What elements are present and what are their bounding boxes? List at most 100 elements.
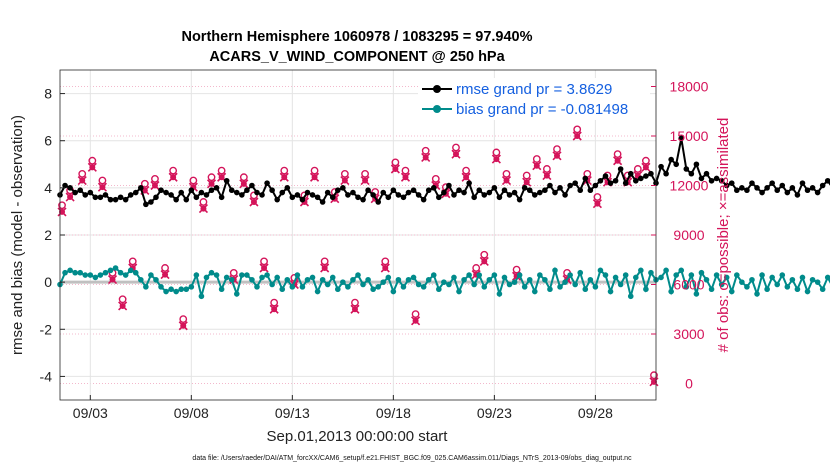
- obs-assimilated-cross: [65, 192, 75, 202]
- rmse-point: [526, 187, 533, 194]
- rmse-point: [380, 189, 387, 196]
- grid-right: [60, 86, 656, 384]
- rmse-point: [496, 194, 503, 201]
- bias-point: [193, 272, 200, 278]
- bias-point: [223, 274, 230, 281]
- obs-possible-point: [320, 257, 329, 266]
- obs-assimilated-cross: [269, 304, 279, 314]
- x-tick-label: 09/03: [73, 405, 108, 421]
- rmse-point: [345, 192, 351, 198]
- obs-possible-point: [217, 166, 226, 175]
- bias-point: [284, 276, 291, 283]
- rmse-point: [476, 187, 483, 194]
- bias-point: [658, 274, 664, 281]
- bias-point: [350, 276, 356, 283]
- rmse-point: [436, 194, 442, 201]
- bias-point: [218, 286, 225, 293]
- rmse-point: [294, 192, 301, 198]
- bias-point: [370, 286, 376, 293]
- bias-point: [340, 279, 346, 285]
- bias-point: [622, 272, 629, 278]
- bias-point: [62, 269, 68, 276]
- bias-point: [531, 288, 538, 295]
- bias-point: [789, 276, 796, 283]
- rmse-point: [193, 194, 200, 201]
- rmse-point: [471, 194, 477, 201]
- bias-point: [228, 276, 235, 283]
- bias-point: [274, 274, 280, 281]
- obs-possible-point: [613, 150, 622, 159]
- rmse-point: [395, 192, 402, 198]
- obs-possible-point: [593, 193, 602, 201]
- obs-assimilated-cross: [249, 197, 259, 207]
- y-left-tick-label: 2: [44, 227, 52, 243]
- obs-possible-point: [650, 371, 658, 380]
- rmse-point: [233, 189, 240, 196]
- obs-assimilated-cross: [178, 321, 188, 331]
- y-right-tick-label: 15000: [670, 128, 709, 144]
- bias-point: [127, 267, 134, 274]
- rmse-point: [82, 192, 89, 198]
- rmse-point: [683, 166, 690, 172]
- obs-possible-point: [522, 171, 531, 180]
- bias-point: [72, 269, 78, 276]
- rmse-point: [774, 187, 781, 194]
- rmse-point: [430, 185, 437, 191]
- rmse-point: [163, 189, 169, 196]
- bias-point: [572, 281, 578, 288]
- bias-point: [471, 281, 477, 288]
- bias-point: [769, 274, 775, 281]
- bias-point: [612, 274, 619, 281]
- bias-point: [107, 267, 114, 274]
- rmse-point: [329, 194, 336, 201]
- rmse-point: [531, 192, 538, 198]
- bias-point: [294, 272, 301, 278]
- bias-point: [683, 284, 690, 290]
- rmse-point: [269, 187, 275, 194]
- bias-point: [754, 291, 760, 297]
- bias-point: [198, 293, 205, 300]
- rmse-point: [643, 173, 649, 179]
- bias-point: [410, 274, 417, 281]
- obs-assimilated-cross: [380, 263, 390, 273]
- rmse-point: [218, 194, 225, 201]
- obs-assimilated-cross: [160, 270, 170, 280]
- bias-point: [405, 276, 412, 283]
- obs-possible-point: [553, 145, 561, 154]
- rmse-point: [365, 187, 371, 194]
- bias-point: [617, 281, 624, 288]
- rmse-point: [602, 173, 609, 179]
- bias-point: [178, 286, 185, 293]
- rmse-point: [734, 187, 740, 194]
- x-tick-label: 09/23: [477, 405, 512, 421]
- bias-point: [279, 286, 286, 293]
- bias-series: [57, 265, 830, 300]
- obs-possible-point: [207, 173, 216, 182]
- legend-bias-text: bias grand pr = -0.081498: [456, 101, 628, 118]
- obs-possible-point: [452, 143, 460, 152]
- bias-point: [299, 284, 306, 290]
- rmse-point: [658, 163, 664, 170]
- rmse-point: [259, 192, 265, 198]
- bias-point: [799, 274, 806, 281]
- bias-point: [481, 284, 488, 290]
- bias-point: [117, 269, 124, 276]
- y-right-tick-label: 0: [685, 376, 693, 392]
- rmse-point: [400, 194, 407, 201]
- bias-point: [168, 286, 174, 293]
- bias-point: [562, 279, 568, 285]
- obs-assimilated-cross: [168, 172, 178, 182]
- rmse-point: [794, 192, 801, 198]
- bias-point: [506, 281, 513, 288]
- bias-point: [824, 274, 830, 281]
- bias-point: [345, 284, 351, 290]
- bias-point: [132, 269, 139, 276]
- obs-possible-point: [340, 169, 349, 178]
- bias-point: [425, 276, 432, 283]
- bias-point: [102, 269, 109, 276]
- obs-possible-point: [512, 265, 521, 274]
- x-tick-label: 09/18: [376, 405, 411, 421]
- rmse-point: [592, 182, 599, 189]
- rmse-point: [739, 185, 745, 191]
- rmse-point: [420, 196, 427, 203]
